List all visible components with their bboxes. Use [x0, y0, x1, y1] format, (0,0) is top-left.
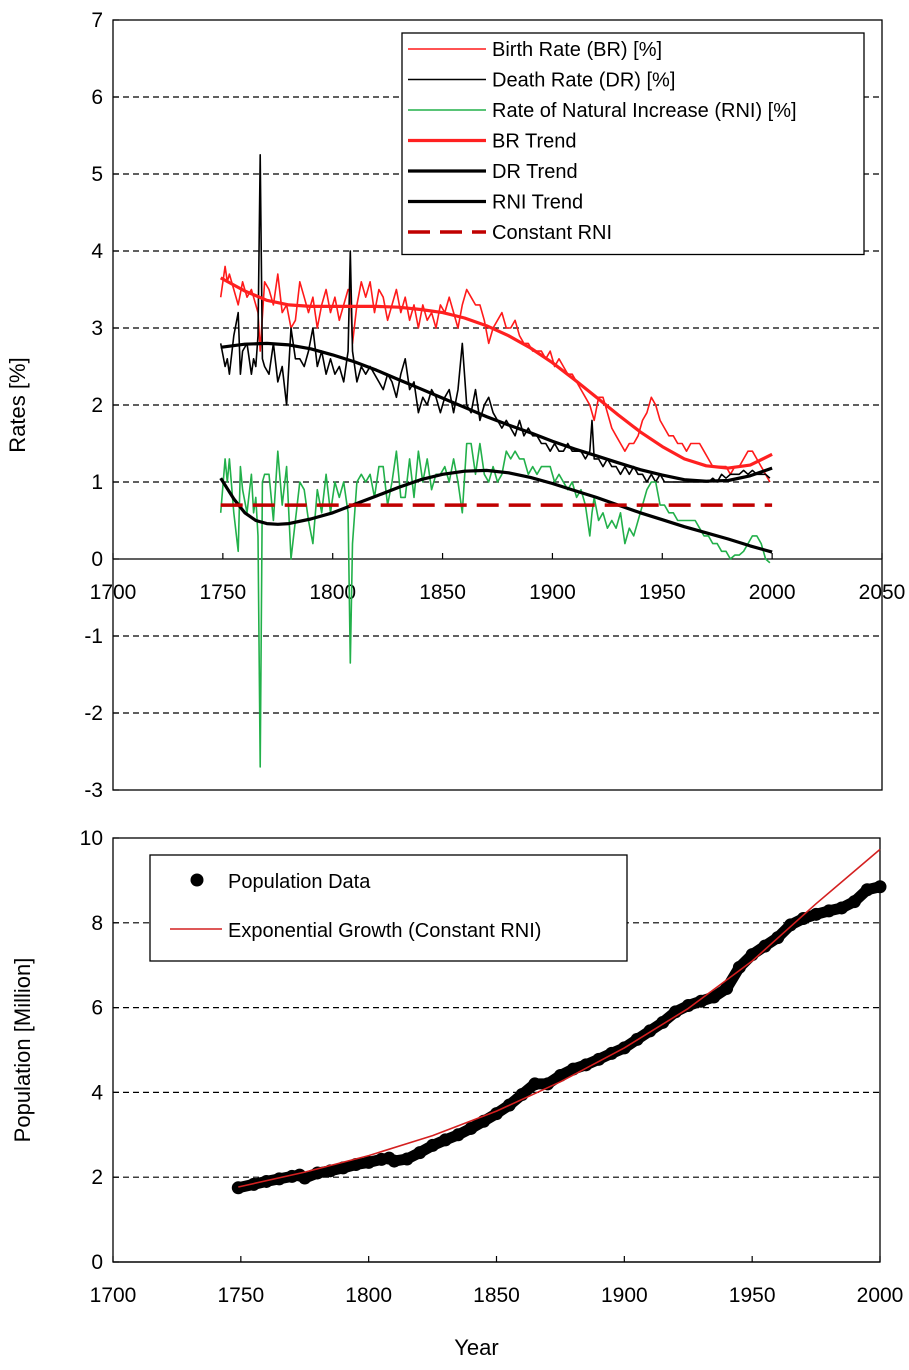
y-tick-label: 2 — [91, 1166, 103, 1189]
x-tick-label: 1750 — [217, 1284, 264, 1307]
x-tick-label: 1700 — [90, 581, 137, 604]
legend-label: Population Data — [228, 871, 371, 893]
y-tick-label: 6 — [91, 997, 103, 1020]
series-line-2 — [219, 154, 771, 483]
legend-label: Death Rate (DR) [%] — [492, 70, 675, 92]
series-line-3 — [219, 442, 771, 768]
chart-panel-2: 0 2 4 6 8 10 1700 1750 1800 1850 1900 1950 2000 Popul… — [10, 827, 903, 1360]
y-tick-label: 4 — [91, 240, 103, 263]
y-tick-label: 1 — [91, 471, 103, 494]
x-tick-label: 2000 — [749, 581, 796, 604]
legend-swatch — [190, 873, 204, 887]
y-tick-label: -2 — [84, 702, 103, 725]
y-tick-label: 0 — [91, 548, 103, 571]
y-tick-label: 10 — [80, 827, 103, 850]
series-line-population — [232, 881, 886, 1194]
x-tick-label: 1900 — [529, 581, 576, 604]
x-tick-label: 1750 — [199, 581, 246, 604]
x-tick-label: 1950 — [639, 581, 686, 604]
x-tick-label: 1850 — [419, 581, 466, 604]
series-line-2 — [238, 848, 881, 1188]
x-tick-label: 2000 — [857, 1284, 904, 1307]
y-axis-title: Rates [%] — [5, 357, 30, 452]
legend-box — [149, 854, 628, 962]
y-tick-label: 8 — [91, 912, 103, 935]
x-tick-label: 1950 — [729, 1284, 776, 1307]
series-line-6 — [219, 468, 773, 554]
legend-label: Constant RNI — [492, 222, 612, 244]
y-tick-label: -3 — [84, 779, 103, 802]
y-tick-label: 3 — [91, 317, 103, 340]
y-tick-label: 5 — [91, 163, 103, 186]
legend-label: RNI Trend — [492, 192, 583, 214]
series-line-4 — [219, 276, 773, 470]
x-tick-label: 1900 — [601, 1284, 648, 1307]
y-tick-label: 2 — [91, 394, 103, 417]
legend-label: Exponential Growth (Constant RNI) — [228, 920, 541, 942]
legend-label: BR Trend — [492, 131, 576, 153]
legend-label: Rate of Natural Increase (RNI) [%] — [492, 100, 797, 122]
y-axis-title: Population [Million] — [10, 958, 35, 1143]
y-tick-label: 6 — [91, 86, 103, 109]
y-tick-label: 0 — [91, 1251, 103, 1274]
x-axis-title: Year — [454, 1335, 498, 1360]
x-tick-label: 1800 — [345, 1284, 392, 1307]
legend-box — [401, 32, 865, 256]
series-line-5 — [220, 341, 773, 483]
x-tick-label: 1850 — [473, 1284, 520, 1307]
legend-label: DR Trend — [492, 161, 578, 183]
y-tick-label: 4 — [91, 1081, 103, 1104]
series-line-1 — [219, 265, 771, 483]
x-tick-label: 1700 — [90, 1284, 137, 1307]
chart-panel-1: -3 -2 -1 0 1 2 3 4 5 6 7 1700 1750 1800 1850 1900 1950 20… — [5, 9, 905, 802]
x-tick-label: 2050 — [859, 581, 906, 604]
y-tick-label: -1 — [84, 625, 103, 648]
y-tick-label: 7 — [91, 9, 103, 32]
x-tick-label: 1800 — [309, 581, 356, 604]
legend-label: Birth Rate (BR) [%] — [492, 39, 662, 61]
